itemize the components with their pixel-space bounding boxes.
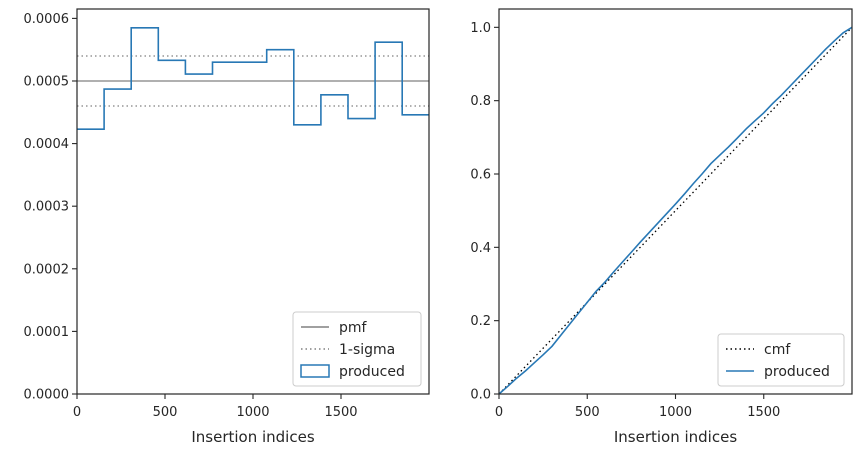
left-reference-lines: [77, 55, 429, 107]
right-x-tick-label: 1000: [659, 405, 692, 420]
left-y-tick-label: 0.0001: [24, 325, 70, 340]
left-x-axis-label: Insertion indices: [191, 428, 314, 446]
right-y-tick-label: 0.2: [470, 314, 491, 329]
right-legend-label: cmf: [764, 342, 791, 358]
left-legend-swatch: [300, 364, 330, 378]
right-y-tick-label: 0.8: [470, 94, 491, 109]
right-reference-lines: [499, 26, 852, 394]
left-y-tick-label: 0.0002: [24, 262, 70, 277]
left-y-tick-label: 0.0004: [24, 137, 70, 152]
right-x-tick-label: 0: [495, 405, 503, 420]
left-series-produced-line: [77, 26, 429, 130]
left-x-tick-label: 1000: [236, 405, 269, 420]
left-y-ticks: 0.0000 0.0001 0.0002 0.0003 0.0004 0.0005 0.00…: [24, 12, 77, 403]
right-x-tick-label: 500: [575, 405, 600, 420]
right-legend: cmf produced: [717, 333, 845, 387]
right-y-tick-label: 1.0: [470, 21, 491, 36]
right-legend-box: [717, 333, 845, 387]
left-y-tick-label: 0.0005: [24, 74, 70, 89]
right-x-axis-label: Insertion indices: [614, 428, 737, 446]
left-y-tick-label: 0.0000: [24, 388, 70, 403]
right-y-tick-label: 0.6: [470, 168, 491, 183]
right-y-ticks: 0.0 0.2 0.4 0.6 0.8 1.0: [470, 21, 499, 403]
right-y-tick-label: 0.4: [470, 241, 491, 256]
right-series-cmf-line: [499, 26, 852, 394]
left-legend-label: produced: [339, 364, 405, 380]
left-x-tick-label: 0: [73, 405, 81, 420]
right-legend-label: produced: [764, 364, 830, 380]
right-x-tick-label: 1500: [747, 405, 780, 420]
left-x-ticks: 0 500 1000 1500: [73, 394, 358, 420]
right-x-ticks: 0 500 1000 1500: [495, 394, 780, 420]
right-series: [499, 26, 852, 394]
left-legend-label: pmf: [339, 320, 368, 336]
left-y-tick-label: 0.0003: [24, 200, 70, 215]
right-axes: 0 500 1000 1500 0.0 0.2 0.4 0.6 0.8 1.0 Insertio…: [470, 8, 853, 446]
left-x-tick-label: 500: [153, 405, 178, 420]
left-legend-box: [292, 311, 422, 387]
left-y-tick-label: 0.0006: [24, 12, 70, 27]
right-y-tick-label: 0.0: [470, 388, 491, 403]
right-series-produced-line: [499, 26, 852, 394]
left-axes: 0 500 1000 1500 0.00000.00010.00020.00030.0…: [24, 8, 430, 446]
left-series: [77, 26, 429, 130]
left-legend: pmf 1-sigma produced: [292, 311, 422, 387]
left-legend-label: 1-sigma: [339, 342, 395, 358]
left-x-tick-label: 1500: [324, 405, 357, 420]
